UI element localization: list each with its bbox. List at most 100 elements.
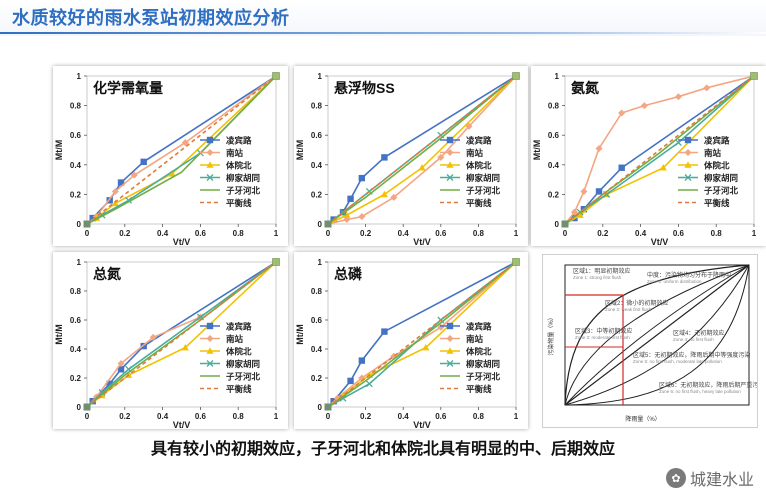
series-line <box>86 261 277 408</box>
reference-xlabel: 降雨量（%） <box>625 415 660 423</box>
x-tick-label: 1 <box>514 412 519 421</box>
legend-marker <box>446 149 454 156</box>
zone-2-sublabel: Zone 2: weak first flush <box>605 307 652 312</box>
y-tick-label: 1 <box>318 258 323 267</box>
data-point <box>117 366 125 373</box>
zone-1-label: 区域1：明显初期效应 <box>573 267 630 275</box>
x-axis-label: Vt/V <box>413 237 431 246</box>
origin-marker <box>324 220 332 228</box>
data-point <box>181 139 189 147</box>
balance-diagonal <box>564 264 750 406</box>
plot-area <box>564 75 755 225</box>
chart-svg-cod: 0 0.2 0.4 0.6 0.8 1 0 0.2 0.4 0.6 0.8 1 Vt/V Mt/M 化学需氧… <box>54 72 280 247</box>
series-5 <box>327 75 517 225</box>
chart-title: 总磷 <box>334 266 363 282</box>
x-tick-label: 0.2 <box>360 412 372 421</box>
y-tick-label: 0 <box>318 403 323 412</box>
legend-label: 子牙河北 <box>226 186 261 196</box>
zone-3-label: 区域3：中等初期效应 <box>575 327 632 335</box>
x-tick-label: 0.6 <box>195 229 207 238</box>
x-tick-label: 0.6 <box>435 229 447 238</box>
data-point <box>181 343 189 351</box>
chart-svg-tp: 0 0.2 0.4 0.6 0.8 1 0 0.2 0.4 0.6 0.8 1 Vt/V Mt/M 总磷凌宾… <box>295 258 520 430</box>
legend-label: 体院北 <box>704 161 730 171</box>
curve-late-heavy <box>564 264 750 406</box>
data-point <box>89 214 96 222</box>
y-tick-label: 0.2 <box>548 190 560 199</box>
x-tick-label: 0.4 <box>635 229 647 238</box>
y-tick-label: 0.6 <box>70 131 82 140</box>
x-tick-label: 0.8 <box>233 412 245 421</box>
data-point <box>106 380 113 387</box>
y-tick-label: 0.4 <box>311 345 323 354</box>
series-5 <box>86 261 277 408</box>
chart-title: 化学需氧量 <box>93 80 163 96</box>
legend-marker <box>684 136 692 144</box>
curve-strong <box>564 264 750 406</box>
series-line <box>327 261 517 408</box>
x-tick-label: 0.8 <box>711 229 723 238</box>
y-tick-label: 0.6 <box>311 131 323 140</box>
zone-3-sublabel: Zone 3: moderate first flush <box>575 335 630 340</box>
y-tick-label: 0.6 <box>311 316 323 325</box>
endpoint-marker <box>512 258 520 266</box>
y-tick-label: 0.6 <box>548 131 560 140</box>
data-point <box>149 333 157 341</box>
chart-plot-group: 0 0.2 0.4 0.6 0.8 1 0 0.2 0.4 0.6 0.8 1 Vt/V Mt/M 氨氮凌宾… <box>532 72 758 247</box>
curve-late-moderate <box>564 264 750 406</box>
data-point <box>674 93 682 101</box>
legend-marker <box>446 322 454 330</box>
y-axis-label: Mt/M <box>532 140 542 161</box>
legend-marker <box>206 161 214 168</box>
data-point <box>358 213 366 221</box>
zone-6-sublabel: Zone 6: no first flush, heavy late pollu… <box>659 389 741 394</box>
y-axis-label: Mt/M <box>54 140 64 161</box>
y-tick-label: 0.6 <box>70 316 82 325</box>
zone-5-label: 区域5：无初期效应，降雨后期中等强度污染 <box>633 351 750 359</box>
x-tick-label: 0.4 <box>157 229 169 238</box>
zone-4-sublabel: Zone 4: no first flush <box>673 337 714 342</box>
legend-label: 南站 <box>226 148 244 158</box>
data-point <box>365 380 373 388</box>
legend-label: 柳家胡同 <box>466 359 500 369</box>
legend-label: 平衡线 <box>226 384 252 394</box>
data-point <box>347 195 354 203</box>
y-axis-label: Mt/M <box>54 324 64 345</box>
zone-mid-sublabel: Zone 2: uniform distribution <box>647 279 702 284</box>
y-tick-label: 0.8 <box>311 287 323 296</box>
data-point <box>140 158 147 166</box>
legend-label: 凌宾路 <box>704 136 730 146</box>
y-tick-label: 0.8 <box>548 102 560 111</box>
y-tick-label: 0 <box>77 220 82 229</box>
legend-label: 平衡线 <box>466 198 492 208</box>
legend-label: 南站 <box>466 334 484 344</box>
legend-label: 子牙河北 <box>466 372 501 382</box>
series-5 <box>564 75 755 225</box>
y-tick-label: 0.4 <box>70 161 82 170</box>
origin-marker <box>561 220 569 228</box>
data-point <box>595 145 603 153</box>
zone-4-label: 区域4：无初期效应 <box>673 329 724 337</box>
data-point <box>381 328 388 335</box>
data-point <box>117 179 125 186</box>
legend-marker <box>446 347 454 354</box>
x-tick-label: 0 <box>85 229 90 238</box>
data-point <box>381 154 388 161</box>
legend-marker <box>684 174 692 181</box>
y-tick-label: 0.2 <box>70 190 82 199</box>
x-tick-label: 0.2 <box>597 229 609 238</box>
x-tick-label: 0.8 <box>473 229 485 238</box>
legend-marker <box>206 322 214 330</box>
x-tick-label: 0.2 <box>119 229 131 238</box>
legend-label: 子牙河北 <box>466 186 501 196</box>
series-4 <box>86 75 277 225</box>
zone-5-sublabel: Zone 5: no first flush, moderate late po… <box>633 359 722 364</box>
legend-marker <box>446 174 454 181</box>
y-tick-label: 0.8 <box>311 102 323 111</box>
zone-2-label: 区域2：微小的初期效应 <box>605 299 668 307</box>
chart-svg-tn: 0 0.2 0.4 0.6 0.8 1 0 0.2 0.4 0.6 0.8 1 Vt/V Mt/M 总氮凌宾… <box>54 258 280 430</box>
legend-label: 柳家胡同 <box>466 173 500 183</box>
data-point <box>418 164 426 171</box>
